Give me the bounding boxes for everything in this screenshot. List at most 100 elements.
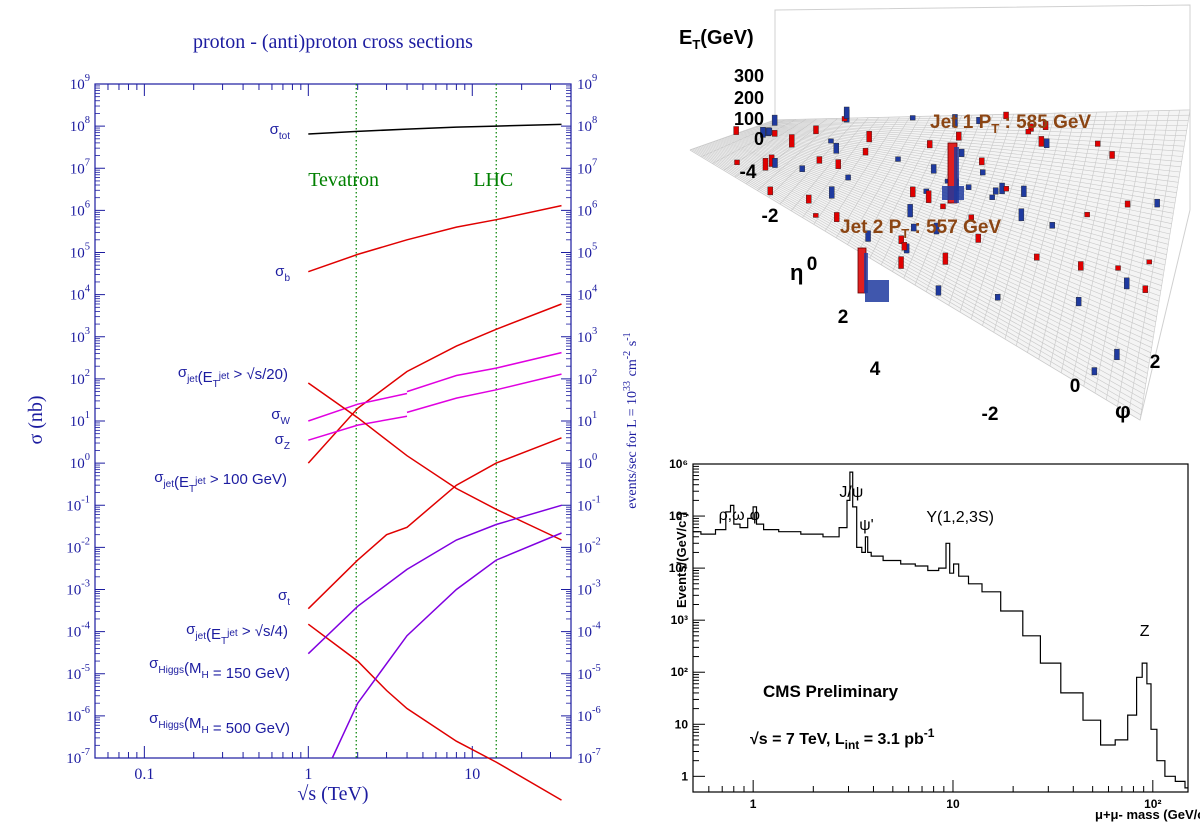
y-tick-label: 107 [70,157,90,177]
lego-z-tick-label: 100 [734,109,764,129]
series-label: σb [275,263,290,284]
jet1-tower [942,142,964,204]
y-tick-label: 106 [70,199,90,219]
y-tick-label-right: 10-4 [577,621,601,641]
series-line [331,532,562,759]
cross-section-ylabel-right: events/sec for L = 1033 cm-2 s-1 [622,331,640,509]
series-label: σHiggs(MH = 150 GeV) [149,655,290,682]
series-line [308,204,562,273]
y-tick-label: 10-2 [66,536,90,556]
cross-section-xlabel: √s (TeV) [297,783,368,805]
y-tick-label: 10⁶ [669,457,688,471]
jet2-annotation: Jet 2 PT : 557 GeV [840,217,1001,241]
series-line [307,504,562,655]
y-tick-label: 100 [70,452,90,472]
dimuon-frame [692,463,1189,793]
y-tick-label: 103 [70,326,90,346]
y-tick-label: 10³ [671,613,688,627]
cross-section-chart: proton - (anti)proton cross sections 10-… [25,31,640,805]
series-line [307,303,562,464]
dimuon-ylabel: Events/(GeV/c²) [674,512,689,608]
series-line [308,123,562,135]
lego-towers [733,106,1160,376]
dimuon-lumi-label: √s = 7 TeV, Lint = 3.1 pb-1 [750,726,935,752]
y-tick-label-right: 105 [577,242,597,262]
y-tick-label-right: 10-1 [577,494,601,514]
series-line [307,382,562,541]
y-tick-label: 1 [681,769,688,783]
y-tick-label: 10-5 [66,663,90,683]
y-tick-label-right: 103 [577,326,597,346]
y-tick-label: 10-6 [66,705,90,725]
cross-section-ylabel: σ (nb) [25,395,47,444]
series-line [307,437,562,610]
resonance-label: J/ψ [839,484,863,501]
y-tick-label: 10-4 [66,621,90,641]
y-tick-label: 10⁵ [669,509,688,523]
y-tick-label-right: 102 [577,368,597,388]
x-tick-label: 10 [946,797,960,811]
x-tick-label: 10 [464,766,480,783]
lego-eta-label: η [790,260,803,285]
series-label: σtot [270,121,291,142]
jet1-annotation: Jet 1 PT : 585 GeV [930,112,1091,136]
resonance-label: ψ' [859,517,873,534]
series-label: σW [271,406,290,427]
series-label: σjet(ETjet > √s/20) [178,364,288,390]
lego-z-tick-label: 0 [754,129,764,149]
dimuon-xlabel: μ+μ- mass (GeV/c²) [1095,807,1200,822]
dimuon-cms-label: CMS Preliminary [763,682,899,701]
y-tick-label: 10⁴ [669,561,688,575]
resonance-label: φ [750,507,760,524]
y-tick-label: 10-7 [66,747,90,767]
lego-zlabel: ET(GeV) [679,27,754,52]
lego-z-tick-label: 200 [734,88,764,108]
y-tick-label-right: 104 [577,284,598,304]
y-tick-label-right: 106 [577,199,597,219]
lego-eta-tick-label: -4 [740,162,757,183]
y-tick-label-right: 10-6 [577,705,601,725]
y-tick-label: 10 [675,717,689,731]
lego-eta-tick-label: 2 [838,307,849,328]
lego-phi-label: φ [1115,398,1131,423]
lego-phi-tick-label: 2 [1150,352,1161,373]
y-tick-label: 108 [70,115,90,135]
lego-eta-tick-label: 4 [870,359,881,380]
series-label: σHiggs(MH = 500 GeV) [149,710,290,737]
y-tick-label: 101 [70,410,90,430]
series-label: σjet(ETjet > 100 GeV) [154,469,287,495]
lego-eta-tick-label: 0 [807,254,818,275]
lego-phi-tick-label: -2 [982,404,999,425]
y-tick-label: 10-1 [66,494,90,514]
y-tick-label: 102 [70,368,90,388]
y-tick-label-right: 108 [577,115,597,135]
series-line [308,351,562,422]
y-tick-label-right: 10-2 [577,536,601,556]
y-tick-label-right: 107 [577,157,597,177]
dimuon-spectrum-line [693,471,1188,789]
x-tick-label: 10² [1144,797,1161,811]
y-tick-label-right: 101 [577,410,597,430]
series-line [307,623,562,801]
y-tick-label: 10-3 [66,579,90,599]
x-tick-label: 1 [304,766,312,783]
y-tick-label: 10² [671,665,688,679]
collider-label: LHC [473,169,513,191]
series-line [308,373,562,441]
y-tick-label-right: 10-7 [577,747,601,767]
cross-section-title: proton - (anti)proton cross sections [193,31,473,53]
y-tick-label-right: 100 [577,452,597,472]
series-label: σt [278,587,290,608]
y-tick-label-right: 109 [577,73,597,93]
resonance-label: Z [1140,623,1150,640]
resonance-label: Υ(1,2,3S) [926,509,994,526]
y-tick-label: 109 [70,73,90,93]
y-tick-label: 104 [70,284,91,304]
jet2-tower [857,247,889,302]
resonance-label: ρ,ω [719,507,745,524]
dimuon-spectrum-chart: 1 10 10² 10³ 10⁴ 10⁵ 10⁶ 1 10 10² ρ,ω φ J/ψ ψ' Υ(1,2… [669,457,1200,822]
x-tick-label: 0.1 [134,766,154,783]
lego-phi-tick-label: 0 [1070,376,1081,397]
